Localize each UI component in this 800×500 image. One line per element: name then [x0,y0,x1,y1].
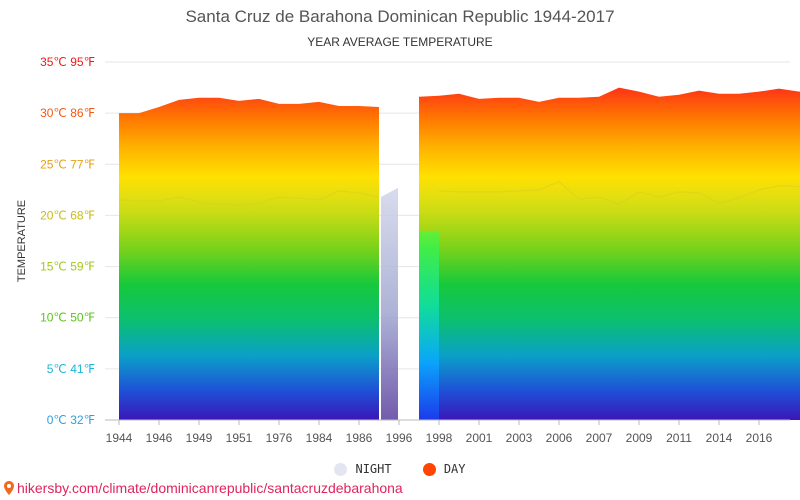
x-tick-label: 1986 [346,431,373,445]
day-dot-icon [422,462,436,476]
x-tick-label: 1984 [306,431,333,445]
x-tick-label: 1944 [106,431,133,445]
x-tick-label: 2016 [746,431,773,445]
x-tick-label: 1996 [386,431,413,445]
gap-night-area [381,187,398,420]
legend-item-night[interactable]: NIGHT [334,462,392,476]
legend-label-day: DAY [443,462,466,476]
chart-subtitle: YEAR AVERAGE TEMPERATURE [307,35,493,49]
y-tick-label: 30℃ 86℉ [40,106,95,120]
x-tick-label: 2003 [506,431,533,445]
x-tick-label: 1946 [146,431,173,445]
watermark-link[interactable]: hikersby.com/climate/dominicanrepublic/s… [4,480,403,496]
y-tick-label: 5℃ 41℉ [47,362,95,376]
y-axis-title: TEMPERATURE [16,200,28,282]
night-stub-1996 [419,231,439,420]
y-tick-label: 20℃ 68℉ [40,208,95,222]
y-tick-label: 25℃ 77℉ [40,157,95,171]
map-pin-icon [4,481,14,495]
y-tick-label: 15℃ 59℉ [40,260,95,274]
x-tick-label: 2006 [546,431,573,445]
y-tick-label: 35℃ 95℉ [40,55,95,69]
night-area-segment-1 [119,190,379,420]
x-tick-label: 2011 [666,431,692,445]
x-tick-label: 2007 [586,431,613,445]
x-tick-label: 1951 [226,431,253,445]
x-tick-label: 1976 [266,431,293,445]
x-tick-label: 1949 [186,431,213,445]
x-tick-label: 1998 [426,431,453,445]
y-tick-label: 0℃ 32℉ [47,413,95,427]
x-axis: 1944 1946 1949 1951 1976 1984 1986 1996 1998 2001… [105,419,790,445]
x-tick-label: 2014 [706,431,733,445]
legend-label-night: NIGHT [355,462,392,476]
x-tick-label: 2001 [466,431,493,445]
x-tick-label: 2009 [626,431,653,445]
night-line-segment-2 [438,180,800,205]
night-area-segment-2 [439,181,800,420]
watermark-text: hikersby.com/climate/dominicanrepublic/s… [17,480,403,496]
legend-item-day[interactable]: DAY [422,462,466,476]
legend: NIGHT DAY [0,462,800,479]
night-line-segment-1 [118,190,380,206]
temperature-areas [118,87,800,421]
y-tick-label: 10℃ 50℉ [40,311,95,325]
y-axis-labels: 0℃ 32℉ 5℃ 41℉ 10℃ 50℉ 15℃ 59℉ 20℃ 68℉ 25℃ 77℉… [40,55,95,427]
chart-title: Santa Cruz de Barahona Dominican Republi… [185,7,615,26]
night-dot-icon [334,462,348,476]
